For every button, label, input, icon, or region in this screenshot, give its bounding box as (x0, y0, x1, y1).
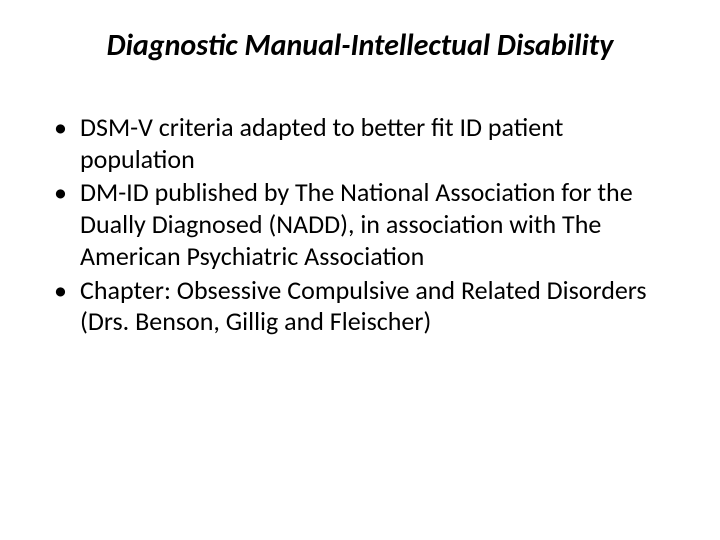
list-item: Chapter: Obsessive Compulsive and Relate… (50, 275, 678, 338)
list-item: DSM-V criteria adapted to better fit ID … (50, 112, 678, 175)
list-item: DM-ID published by The National Associat… (50, 177, 678, 272)
slide-title: Diagnostic Manual-Intellectual Disabilit… (42, 28, 678, 64)
bullet-list: DSM-V criteria adapted to better fit ID … (42, 112, 678, 338)
